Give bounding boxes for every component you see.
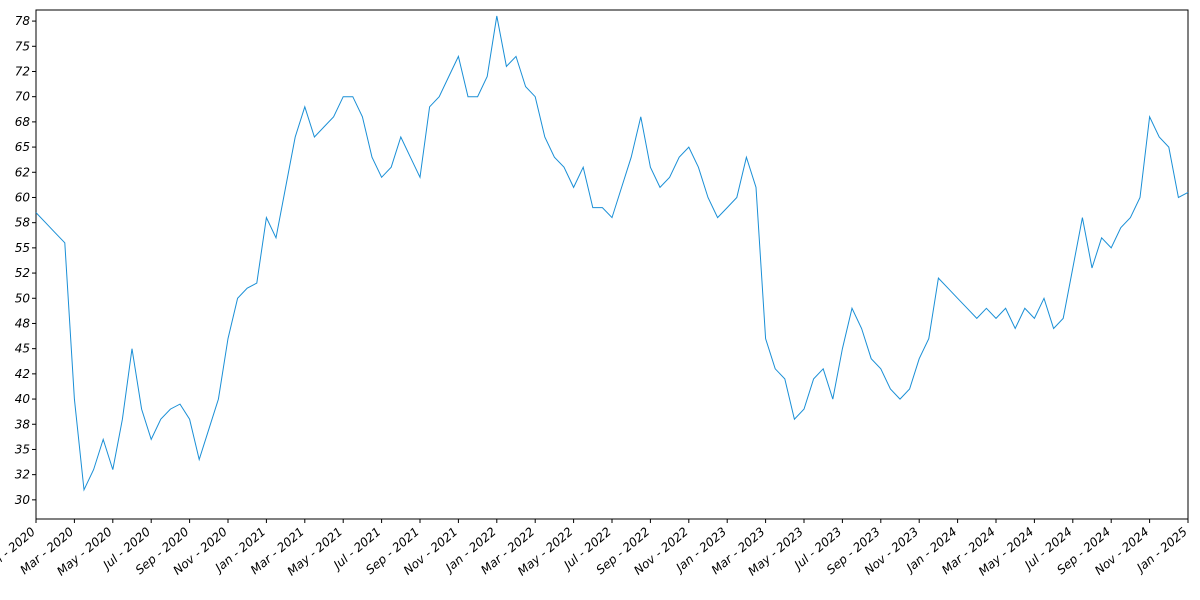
y-tick-label: 58 <box>15 216 31 230</box>
y-tick-label: 42 <box>15 367 30 381</box>
y-tick-label: 60 <box>15 190 31 204</box>
price-line <box>35 15 1189 492</box>
y-tick-label: 38 <box>15 417 31 431</box>
y-tick-label: 78 <box>15 14 31 28</box>
y-tick-label: 65 <box>15 140 30 154</box>
plot-frame <box>35 9 1189 520</box>
y-tick-label: 52 <box>15 266 30 280</box>
y-tick-label: 70 <box>15 90 31 104</box>
y-tick-label: 50 <box>15 291 31 305</box>
y-tick-label: 68 <box>15 115 31 129</box>
y-tick-label: 40 <box>15 392 31 406</box>
y-tick-label: 48 <box>15 316 31 330</box>
y-tick-label: 30 <box>15 493 31 507</box>
y-tick-label: 62 <box>15 165 30 179</box>
y-tick-label: 72 <box>15 64 30 78</box>
y-tick-label: 75 <box>15 39 30 53</box>
y-tick-label: 55 <box>15 241 30 255</box>
y-tick-label: 32 <box>15 468 30 482</box>
y-tick-label: 45 <box>15 342 30 356</box>
y-tick-label: 35 <box>15 442 30 456</box>
